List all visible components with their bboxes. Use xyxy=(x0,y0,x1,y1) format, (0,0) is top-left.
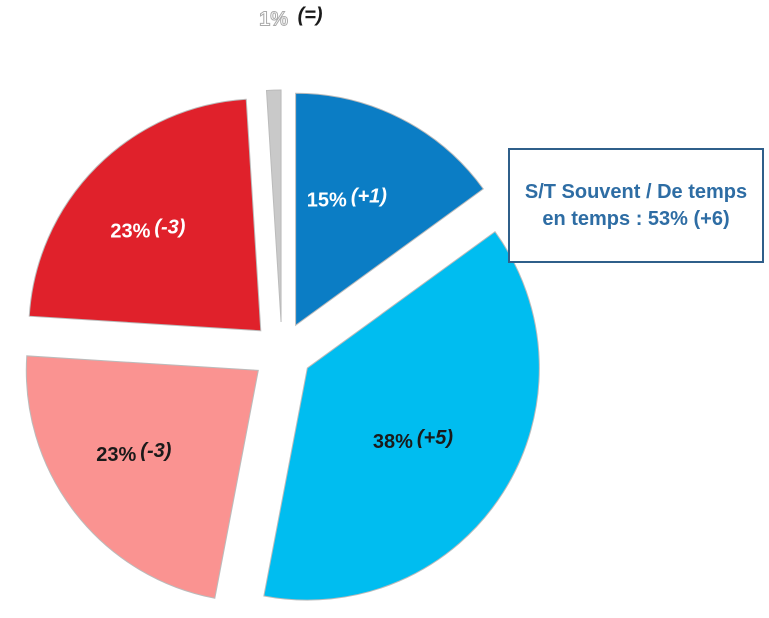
value-label: 1% xyxy=(259,8,288,30)
pie-slice xyxy=(295,92,485,327)
change-label: (+5) xyxy=(417,427,453,449)
change-label: (+1) xyxy=(351,186,387,208)
change-label: (-3) xyxy=(140,440,171,462)
change-label: (=) xyxy=(298,4,323,26)
pie-slice xyxy=(263,231,540,601)
change-label: (-3) xyxy=(154,217,185,239)
pie-slice xyxy=(265,89,282,323)
value-label: 23% xyxy=(96,444,136,466)
callout: S/T Souvent / De temps en temps : 53% (+… xyxy=(508,148,764,263)
value-label: 15% xyxy=(307,190,347,212)
value-label: 38% xyxy=(373,431,413,453)
pie-slice xyxy=(25,355,259,599)
value-label: 23% xyxy=(110,221,150,243)
pie-slice xyxy=(28,98,262,332)
